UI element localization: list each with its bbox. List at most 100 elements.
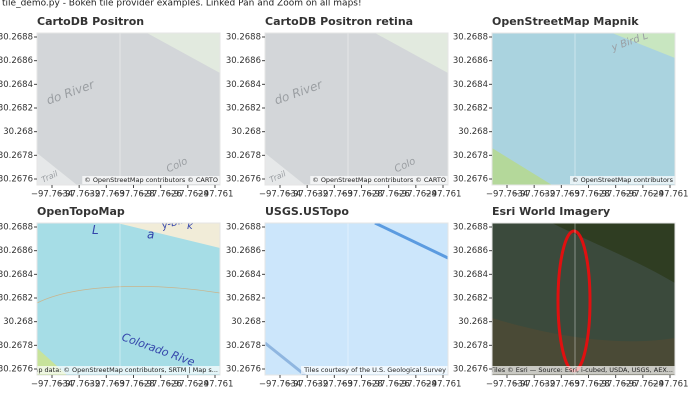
map: y Bird L© OpenStreetMap contributors [492, 33, 675, 185]
y-tick-label: 30.268 [458, 317, 488, 327]
y-tick-label: 30.2684 [0, 270, 33, 280]
x-tick-label: −97.763 [316, 190, 353, 200]
y-tick-label: 30.2686 [453, 56, 488, 66]
attribution: Tiles courtesy of the U.S. Geological Su… [303, 366, 446, 374]
x-tick-label: −97.7628 [340, 190, 382, 200]
y-tick-label: 30.2676 [453, 175, 488, 185]
attribution-bg [82, 176, 220, 184]
y-tick-label: 30.2688 [453, 33, 488, 43]
x-tick-label: −97.7628 [112, 380, 154, 390]
y-tick-label: 30.2684 [226, 270, 261, 280]
x-tick-label: −97.7628 [567, 380, 609, 390]
y-tick-label: 30.2686 [0, 246, 33, 256]
shore [265, 341, 306, 375]
trees [492, 318, 675, 375]
header: tile_demo.py - Bokeh tile provider examp… [2, 0, 362, 9]
x-tick-label: −97.7626 [368, 380, 410, 390]
x-tick-label: −97.7634 [31, 380, 73, 390]
attribution: Tiles © Esri — Source: Esri, i-cubed, US… [489, 366, 673, 374]
map-label: L [92, 223, 99, 237]
x-tick-label: −97.763 [316, 380, 353, 390]
x-tick-label: −97.7634 [486, 380, 528, 390]
x-tick-label: −97.7632 [286, 380, 328, 390]
attribution: © OpenStreetMap contributors © CARTO [312, 176, 446, 184]
y-tick-label: 30.2688 [453, 223, 488, 233]
attribution-bg [301, 366, 448, 374]
x-tick-label: −97.7632 [513, 190, 555, 200]
map: Tiles courtesy of the U.S. Geological Su… [265, 223, 448, 375]
y-tick-label: 30.2678 [226, 341, 261, 351]
y-tick-label: 30.2684 [453, 80, 488, 90]
x-tick-label: −97.7624 [167, 190, 209, 200]
x-tick-label: −97.761 [197, 190, 234, 200]
map-tile [37, 223, 220, 375]
x-tick-label: −97.7626 [595, 190, 637, 200]
x-tick-label: −97.7632 [58, 380, 100, 390]
x-tick-label: −97.763 [88, 190, 125, 200]
panel-title: OpenTopoMap [37, 205, 125, 218]
bank [265, 153, 305, 185]
y-tick-label: 30.2682 [226, 294, 261, 304]
x-tick-label: −97.7634 [259, 380, 301, 390]
x-tick-label: −97.7624 [167, 380, 209, 390]
y-tick-label: 30.2678 [453, 151, 488, 161]
x-tick-label: −97.7626 [368, 190, 410, 200]
y-tick-label: 30.2684 [226, 80, 261, 90]
panel-title: CartoDB Positron retina [265, 15, 413, 28]
x-tick-label: −97.7634 [486, 190, 528, 200]
y-tick-label: 30.268 [3, 317, 33, 327]
trees [552, 223, 675, 283]
x-tick-label: −97.7628 [112, 190, 154, 200]
y-tick-label: 30.2682 [453, 104, 488, 114]
y-tick-label: 30.2684 [0, 80, 33, 90]
map: Tiles © Esri — Source: Esri, i-cubed, US… [489, 223, 675, 375]
y-tick-label: 30.268 [458, 127, 488, 137]
panel-title: OpenStreetMap Mapnik [492, 15, 639, 28]
attribution: © OpenStreetMap contributors [572, 176, 674, 184]
y-tick-label: 30.2686 [0, 56, 33, 66]
y-tick-label: 30.2686 [453, 246, 488, 256]
frame [36, 222, 221, 376]
map-label: k [187, 221, 194, 232]
x-tick-label: −97.7632 [286, 190, 328, 200]
panel-title: Esri World Imagery [492, 205, 610, 218]
x-tick-label: −97.7628 [567, 190, 609, 200]
x-tick-label: −97.7628 [340, 380, 382, 390]
x-tick-label: −97.7632 [58, 190, 100, 200]
park [612, 33, 675, 58]
x-tick-label: −97.763 [543, 380, 580, 390]
y-tick-label: 30.2686 [226, 246, 261, 256]
y-tick-label: 30.2676 [0, 175, 33, 185]
y-tick-label: 30.2678 [226, 151, 261, 161]
attribution-bg [310, 176, 448, 184]
bank [117, 223, 220, 248]
y-tick-label: 30.2682 [0, 294, 33, 304]
x-tick-label: −97.7624 [395, 380, 437, 390]
attribution-bg [492, 366, 675, 374]
y-tick-label: 30.2682 [0, 104, 33, 114]
y-tick-label: 30.2678 [0, 341, 33, 351]
frame [264, 32, 449, 186]
x-tick-label: −97.761 [652, 380, 689, 390]
x-tick-label: −97.763 [543, 190, 580, 200]
y-tick-label: 30.268 [3, 127, 33, 137]
x-tick-label: −97.7634 [259, 190, 301, 200]
x-tick-label: −97.761 [425, 190, 462, 200]
attribution: © OpenStreetMap contributors © CARTO [84, 176, 218, 184]
x-tick-label: −97.7624 [622, 190, 664, 200]
y-tick-label: 30.2688 [0, 33, 33, 43]
y-tick-label: 30.2686 [226, 56, 261, 66]
frame [491, 222, 676, 376]
x-tick-label: −97.7624 [622, 380, 664, 390]
attribution: Map data: © OpenStreetMap contributors, … [29, 366, 218, 374]
y-tick-label: 30.2678 [0, 151, 33, 161]
y-tick-label: 30.2682 [226, 104, 261, 114]
y-tick-label: 30.2676 [226, 365, 261, 375]
bank [37, 153, 77, 185]
x-tick-label: −97.763 [88, 380, 125, 390]
contour [37, 286, 220, 304]
panel-title: CartoDB Positron [37, 15, 144, 28]
map-tile [37, 33, 220, 185]
